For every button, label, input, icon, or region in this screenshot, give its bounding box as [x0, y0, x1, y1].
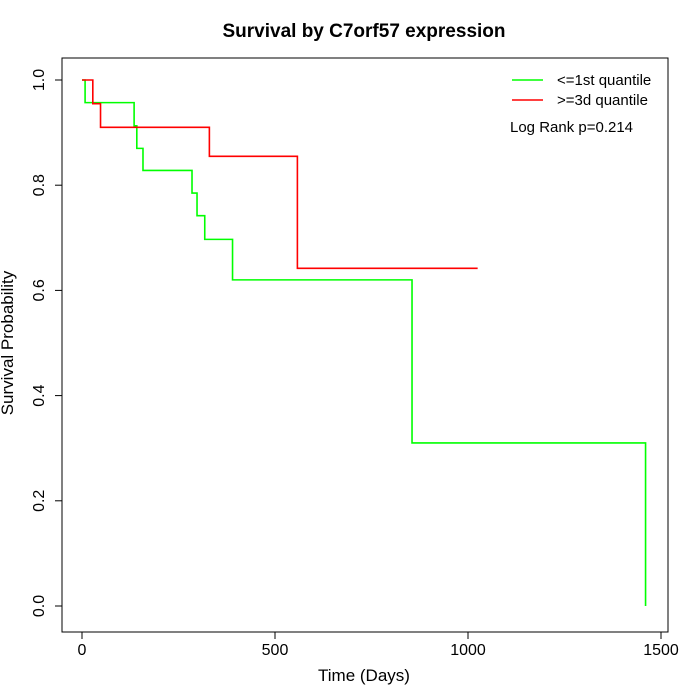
y-axis: 0.0 0.2 0.4 0.6 0.8 1.0 [31, 69, 63, 617]
legend-label: <=1st quantile [557, 72, 651, 89]
y-tick-label: 0.6 [31, 279, 48, 301]
series-line-low-expression [82, 79, 647, 606]
x-tick-label: 0 [78, 642, 87, 659]
y-axis-label: Survival Probability [0, 270, 17, 415]
chart-title: Survival by C7orf57 expression [222, 21, 505, 42]
legend: <=1st quantile >=3d quantile [512, 72, 651, 109]
y-tick-label: 0.4 [31, 384, 48, 406]
series-layer [82, 79, 647, 606]
y-tick-label: 1.0 [31, 69, 48, 91]
x-tick-label: 1500 [643, 642, 679, 659]
y-tick-label: 0.8 [31, 174, 48, 196]
x-tick-label: 1000 [450, 642, 486, 659]
y-tick-label: 0.2 [31, 490, 48, 512]
x-axis-label: Time (Days) [318, 666, 410, 685]
legend-label: >=3d quantile [557, 92, 648, 109]
log-rank-annotation: Log Rank p=0.214 [510, 119, 633, 136]
x-axis: 0 500 1000 1500 [78, 631, 679, 659]
y-tick-label: 0.0 [31, 595, 48, 617]
plot-frame [61, 57, 669, 633]
x-tick-label: 500 [262, 642, 289, 659]
series-line-high-expression [82, 79, 478, 270]
